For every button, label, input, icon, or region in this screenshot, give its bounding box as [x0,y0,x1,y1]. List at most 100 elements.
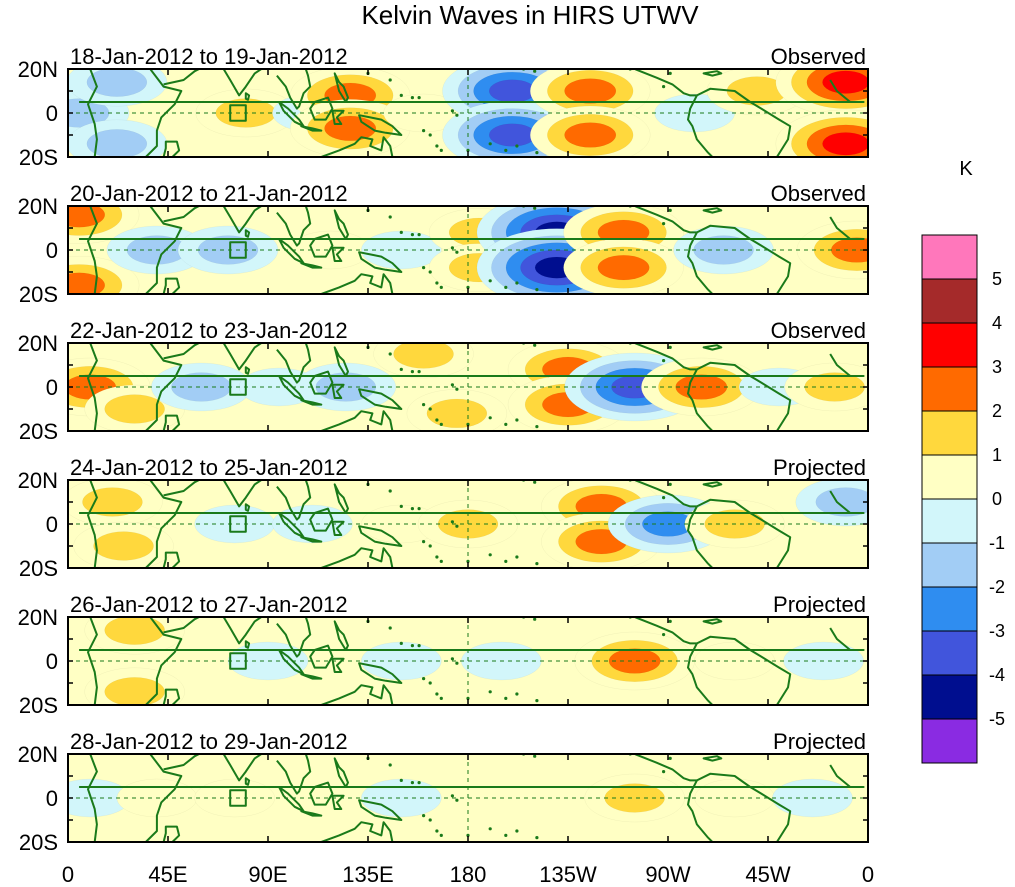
y-tick-label: 20N [18,57,58,82]
south-america-west [687,642,714,705]
anomaly-positive [563,238,684,294]
australia-north [320,410,394,431]
panel-date-range: 20-Jan-2012 to 21-Jan-2012 [70,181,348,206]
x-tick-label: 45E [148,862,187,887]
x-tick-label: 135E [342,862,393,887]
island [535,562,539,566]
colorbar-swatch [921,718,978,764]
colorbar-level-label: -5 [989,709,1005,729]
central-america [634,206,697,234]
y-tick-label: 20S [19,830,58,855]
island [488,553,492,557]
sri-lanka [244,640,251,649]
java [300,399,323,406]
island [662,770,666,774]
anomaly-positive [775,109,868,157]
island [662,496,666,500]
south-america [696,772,792,842]
panel-status: Projected [773,592,866,617]
contour-level [104,677,165,705]
anomaly-positive [68,480,163,527]
island [668,619,672,624]
island [410,507,414,511]
colorbar-swatch [921,366,978,412]
contour-level [597,254,650,281]
island [535,836,539,840]
island [428,407,432,411]
caribbean [702,755,723,762]
anomaly-positive [73,521,174,568]
australia-north [320,136,394,157]
colorbar-level-label: -1 [989,533,1005,553]
panel-1: 20N 0 20S 18-Jan-2012 to 19-Jan-2012 Observe… [18,44,869,170]
panel-4: 20N 0 20S 24-Jan-2012 to 25-Jan-2012 Project… [18,455,869,581]
gulf-guinea [79,353,865,377]
south-america [696,224,792,294]
island [450,246,454,250]
island [515,555,519,559]
panel-status: Projected [773,729,866,754]
y-tick-label: 20N [18,194,58,219]
island [435,281,439,285]
arabia-coast [163,617,200,634]
arabia-coast [163,754,200,771]
africa-coast [87,754,98,842]
south-america [696,361,792,431]
australia-north [320,273,394,294]
sulawesi [331,246,345,262]
island [428,544,432,548]
anomaly-negative [795,480,868,527]
indochina [276,754,312,795]
coastlines [79,754,865,842]
sri-lanka [244,503,251,512]
island [422,129,426,133]
island [533,343,537,347]
island [439,559,443,564]
island [533,480,537,484]
island [668,756,672,761]
gulf-guinea [79,490,865,514]
coastlines [79,206,865,294]
colorbar-swatch [921,322,978,368]
colorbar-swatch [921,278,978,324]
island [488,827,492,831]
gulf-guinea [79,216,865,240]
y-tick-label: 0 [46,649,58,674]
india [222,480,262,508]
sri-lanka [244,229,251,238]
anomaly-positive [194,778,275,818]
sulawesi [331,109,345,125]
coastlines [79,617,865,705]
madagascar [162,551,181,568]
java [300,262,323,269]
contour-level [93,531,154,561]
island [668,345,672,349]
island [533,754,537,758]
madagascar [162,277,181,294]
island [450,383,454,387]
island [450,794,454,798]
x-axis: 0 45E 90E 135E 180 135W 90W 45W 0 [62,862,874,887]
island [515,144,519,148]
island [388,352,392,356]
island [399,504,403,508]
gulf-guinea [79,764,865,788]
colorbar-swatch [921,234,978,280]
africa-coast [87,480,98,568]
contour-level [488,123,536,147]
island [435,418,439,422]
panel-6: 20N 0 20S 28-Jan-2012 to 29-Jan-2012 Project… [18,729,869,855]
africa-coast [87,69,98,157]
indochina [276,617,312,658]
island [417,96,421,100]
south-america-west [687,368,714,431]
coastlines [79,343,865,431]
anomaly-positive [84,617,185,655]
java [300,536,323,543]
contour-level [822,132,868,156]
india [222,754,262,782]
island [388,78,392,82]
island [533,206,537,210]
y-tick-label: 20N [18,605,58,630]
island [662,359,666,363]
